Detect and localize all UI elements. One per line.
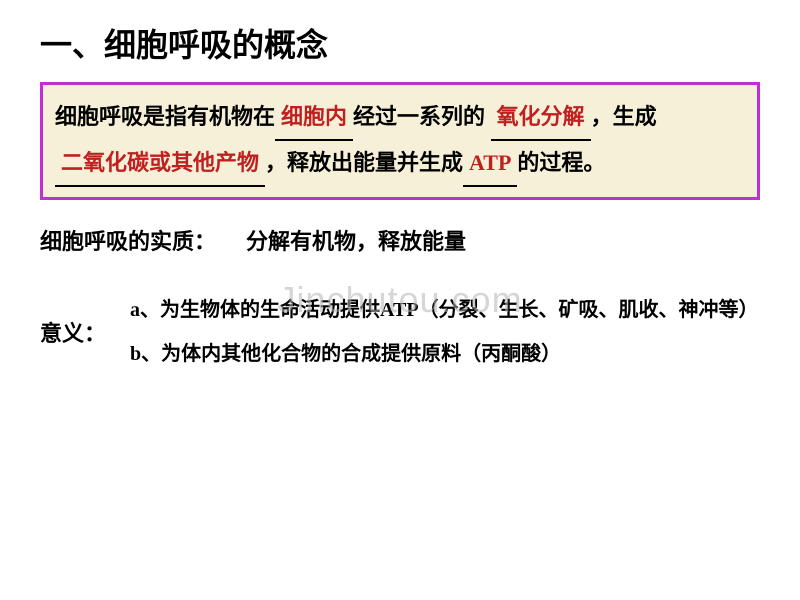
blank-3-text: 二氧化碳或其他产物 (61, 150, 259, 175)
essence-label: 细胞呼吸的实质： (40, 224, 216, 256)
definition-text: 细胞呼吸是指有机物在细胞内经过一系列的 氧化分解，生成二氧化碳或其他产物，释放出… (55, 95, 745, 187)
def-text-1: 细胞呼吸是指有机物在 (55, 104, 275, 129)
meaning-item-b: b、为体内其他化合物的合成提供原料（丙酮酸） (130, 332, 759, 376)
essence-value: 分解有机物，释放能量 (246, 224, 466, 256)
blank-4: ATP (463, 141, 517, 187)
meaning-row: 意义： a、为生物体的生命活动提供ATP（分裂、生长、矿吸、肌收、神冲等） b、… (40, 288, 760, 376)
blank-1-text: 细胞内 (281, 104, 347, 129)
blank-1: 细胞内 (275, 95, 353, 141)
def-text-4: ，释放出能量并生成 (265, 150, 463, 175)
meaning-item-a: a、为生物体的生命活动提供ATP（分裂、生长、矿吸、肌收、神冲等） (130, 288, 759, 332)
blank-2-text: 氧化分解 (497, 104, 585, 129)
blank-3: 二氧化碳或其他产物 (55, 141, 265, 187)
definition-box: 细胞呼吸是指有机物在细胞内经过一系列的 氧化分解，生成二氧化碳或其他产物，释放出… (40, 82, 760, 200)
def-text-2: 经过一系列的 (353, 104, 485, 129)
def-text-5: 的过程。 (517, 150, 605, 175)
blank-4-text: ATP (469, 150, 511, 175)
meaning-label: 意义： (40, 316, 106, 348)
section-title: 一、细胞呼吸的概念 (40, 20, 760, 66)
essence-row: 细胞呼吸的实质： 分解有机物，释放能量 (40, 224, 760, 256)
def-text-3: ，生成 (591, 104, 657, 129)
meaning-content: a、为生物体的生命活动提供ATP（分裂、生长、矿吸、肌收、神冲等） b、为体内其… (130, 288, 759, 376)
blank-2: 氧化分解 (491, 95, 591, 141)
